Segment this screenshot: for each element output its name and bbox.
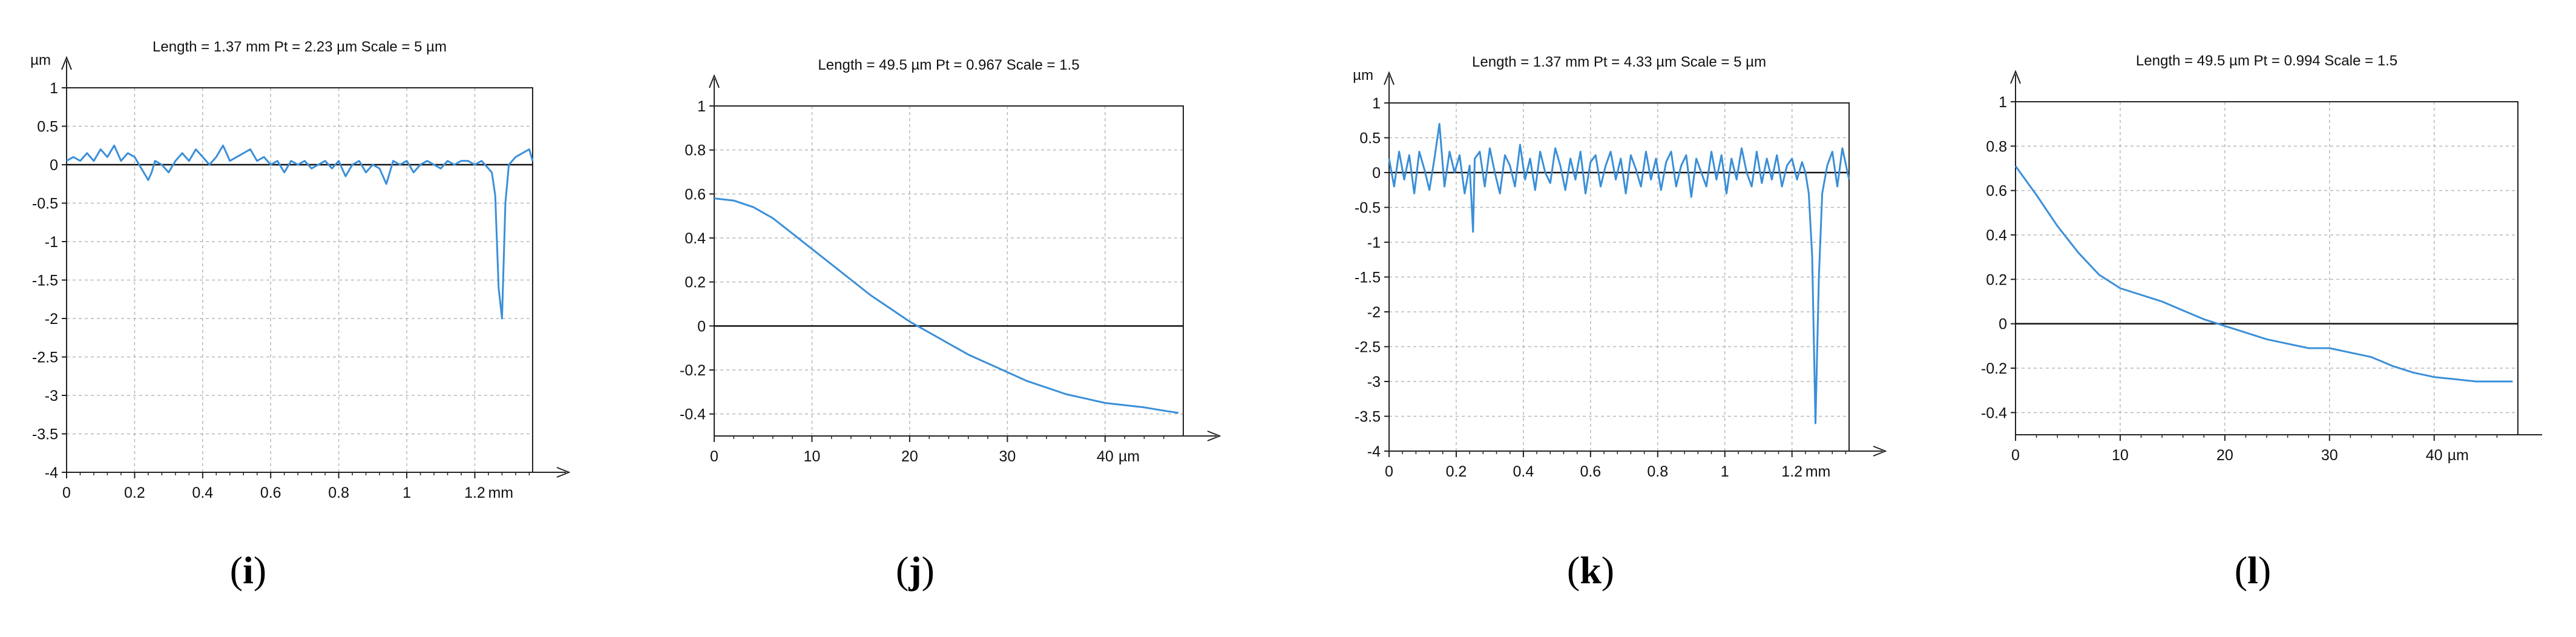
chart-header: Length = 49.5 µm Pt = 0.967 Scale = 1.5 — [818, 57, 1079, 73]
x-unit-label: mm — [488, 484, 513, 501]
x-axis-arrow — [1207, 431, 1221, 441]
y-tick-label: -1 — [1367, 234, 1381, 251]
y-tick-label: 0 — [1372, 165, 1381, 182]
x-unit-label: µm — [1119, 448, 1140, 465]
x-tick-label: 0 — [710, 448, 718, 465]
y-tick-label: -4 — [1367, 443, 1381, 460]
y-unit-label: µm — [1353, 67, 1373, 84]
x-tick-label: 0 — [62, 484, 71, 501]
y-tick-label: 0.4 — [1986, 227, 2007, 244]
y-tick-label: -3 — [45, 388, 58, 404]
panel-caption-i: (i) — [229, 549, 267, 592]
y-tick-label: 0.8 — [1986, 138, 2007, 155]
x-tick-label: 1.2 — [1781, 463, 1802, 480]
y-tick-label: 0.2 — [685, 274, 706, 291]
x-unit-label: µm — [2448, 447, 2469, 464]
x-tick-label: 40 — [1097, 448, 1114, 465]
y-axis-arrow — [1384, 71, 1395, 85]
panel-caption-k: (k) — [1566, 549, 1615, 592]
x-axis-arrow — [1873, 446, 1887, 457]
x-tick-label: 1 — [402, 484, 411, 501]
y-tick-label: 1 — [697, 98, 706, 115]
x-axis-arrow — [556, 467, 571, 478]
chart-panel-k: Length = 1.37 mm Pt = 4.33 µm Scale = 5 … — [1353, 54, 1887, 480]
y-tick-label: 0.6 — [685, 186, 706, 203]
y-tick-label: -0.2 — [1981, 360, 2007, 377]
y-tick-label: 0 — [697, 318, 706, 335]
chart-header: Length = 1.37 mm Pt = 4.33 µm Scale = 5 … — [1472, 54, 1766, 70]
x-tick-label: 0.6 — [260, 484, 281, 501]
x-tick-label: 0 — [2011, 447, 2020, 464]
y-tick-label: 0.2 — [1986, 271, 2007, 288]
y-tick-label: 0 — [50, 157, 58, 174]
x-tick-label: 20 — [901, 448, 918, 465]
y-tick-label: 1 — [50, 80, 58, 97]
series-line-autocorrelation — [2014, 165, 2513, 383]
y-axis-arrow — [2010, 70, 2021, 84]
x-tick-label: 30 — [999, 448, 1016, 465]
y-tick-label: -2.5 — [32, 349, 58, 366]
x-tick-label: 0.4 — [192, 484, 213, 501]
y-tick-label: -0.2 — [680, 362, 706, 379]
y-tick-label: -0.4 — [680, 406, 706, 423]
y-tick-label: -3.5 — [32, 426, 58, 443]
y-tick-label: -1.5 — [32, 272, 58, 289]
y-tick-label: -0.5 — [32, 196, 58, 213]
series-line-profile — [66, 144, 534, 320]
y-unit-label: µm — [30, 52, 51, 68]
panel-caption-l: (l) — [2234, 549, 2272, 592]
y-tick-label: 0.5 — [37, 119, 58, 136]
x-tick-label: 20 — [2216, 447, 2233, 464]
x-tick-label: 30 — [2321, 447, 2338, 464]
y-tick-label: -0.5 — [1355, 200, 1381, 217]
y-tick-label: 0.8 — [685, 142, 706, 159]
y-axis-arrow — [709, 74, 720, 88]
x-tick-label: 0.2 — [1446, 463, 1467, 480]
chart-header: Length = 49.5 µm Pt = 0.994 Scale = 1.5 — [2136, 53, 2397, 69]
y-tick-label: 1 — [1999, 94, 2007, 111]
chart-panel-j: Length = 49.5 µm Pt = 0.967 Scale = 1.5 1… — [680, 57, 1221, 465]
y-tick-label: 1 — [1372, 95, 1381, 112]
y-tick-label: -3 — [1367, 374, 1381, 391]
x-unit-label: mm — [1806, 463, 1831, 480]
x-tick-label: 0.8 — [328, 484, 349, 501]
plot-frame — [2015, 101, 2518, 435]
x-tick-label: 10 — [804, 448, 821, 465]
x-tick-label: 0.2 — [124, 484, 145, 501]
y-tick-label: -2 — [1367, 304, 1381, 321]
y-tick-label: 0 — [1999, 316, 2007, 333]
y-tick-label: -1 — [45, 234, 58, 251]
x-tick-label: 1.2 — [464, 484, 485, 501]
chart-panel-i: Length = 1.37 mm Pt = 2.23 µm Scale = 5 … — [30, 39, 571, 501]
x-tick-label: 0.6 — [1580, 463, 1601, 480]
series-line-profile — [1388, 123, 1850, 424]
y-tick-label: 0.4 — [685, 230, 706, 247]
chart-panel-l: Length = 49.5 µm Pt = 0.994 Scale = 1.5 1… — [1981, 53, 2542, 464]
y-tick-label: -4 — [45, 464, 58, 481]
plot-frame — [714, 105, 1184, 437]
y-tick-label: -3.5 — [1355, 409, 1381, 426]
x-tick-label: 0.8 — [1647, 463, 1668, 480]
y-tick-label: 0.6 — [1986, 183, 2007, 200]
x-tick-label: 0.4 — [1513, 463, 1534, 480]
y-axis-arrow — [61, 56, 72, 70]
y-tick-label: -2.5 — [1355, 339, 1381, 356]
x-tick-label: 1 — [1721, 463, 1729, 480]
panel-caption-j: (j) — [896, 549, 935, 592]
y-tick-label: -2 — [45, 311, 58, 328]
x-tick-label: 0 — [1385, 463, 1393, 480]
chart-header: Length = 1.37 mm Pt = 2.23 µm Scale = 5 … — [153, 39, 447, 55]
x-tick-label: 40 — [2426, 447, 2443, 464]
y-tick-label: -0.4 — [1981, 404, 2007, 421]
series-line-autocorrelation — [714, 197, 1179, 414]
y-tick-label: 0.5 — [1359, 130, 1381, 147]
y-tick-label: -1.5 — [1355, 269, 1381, 286]
x-tick-label: 10 — [2112, 447, 2129, 464]
